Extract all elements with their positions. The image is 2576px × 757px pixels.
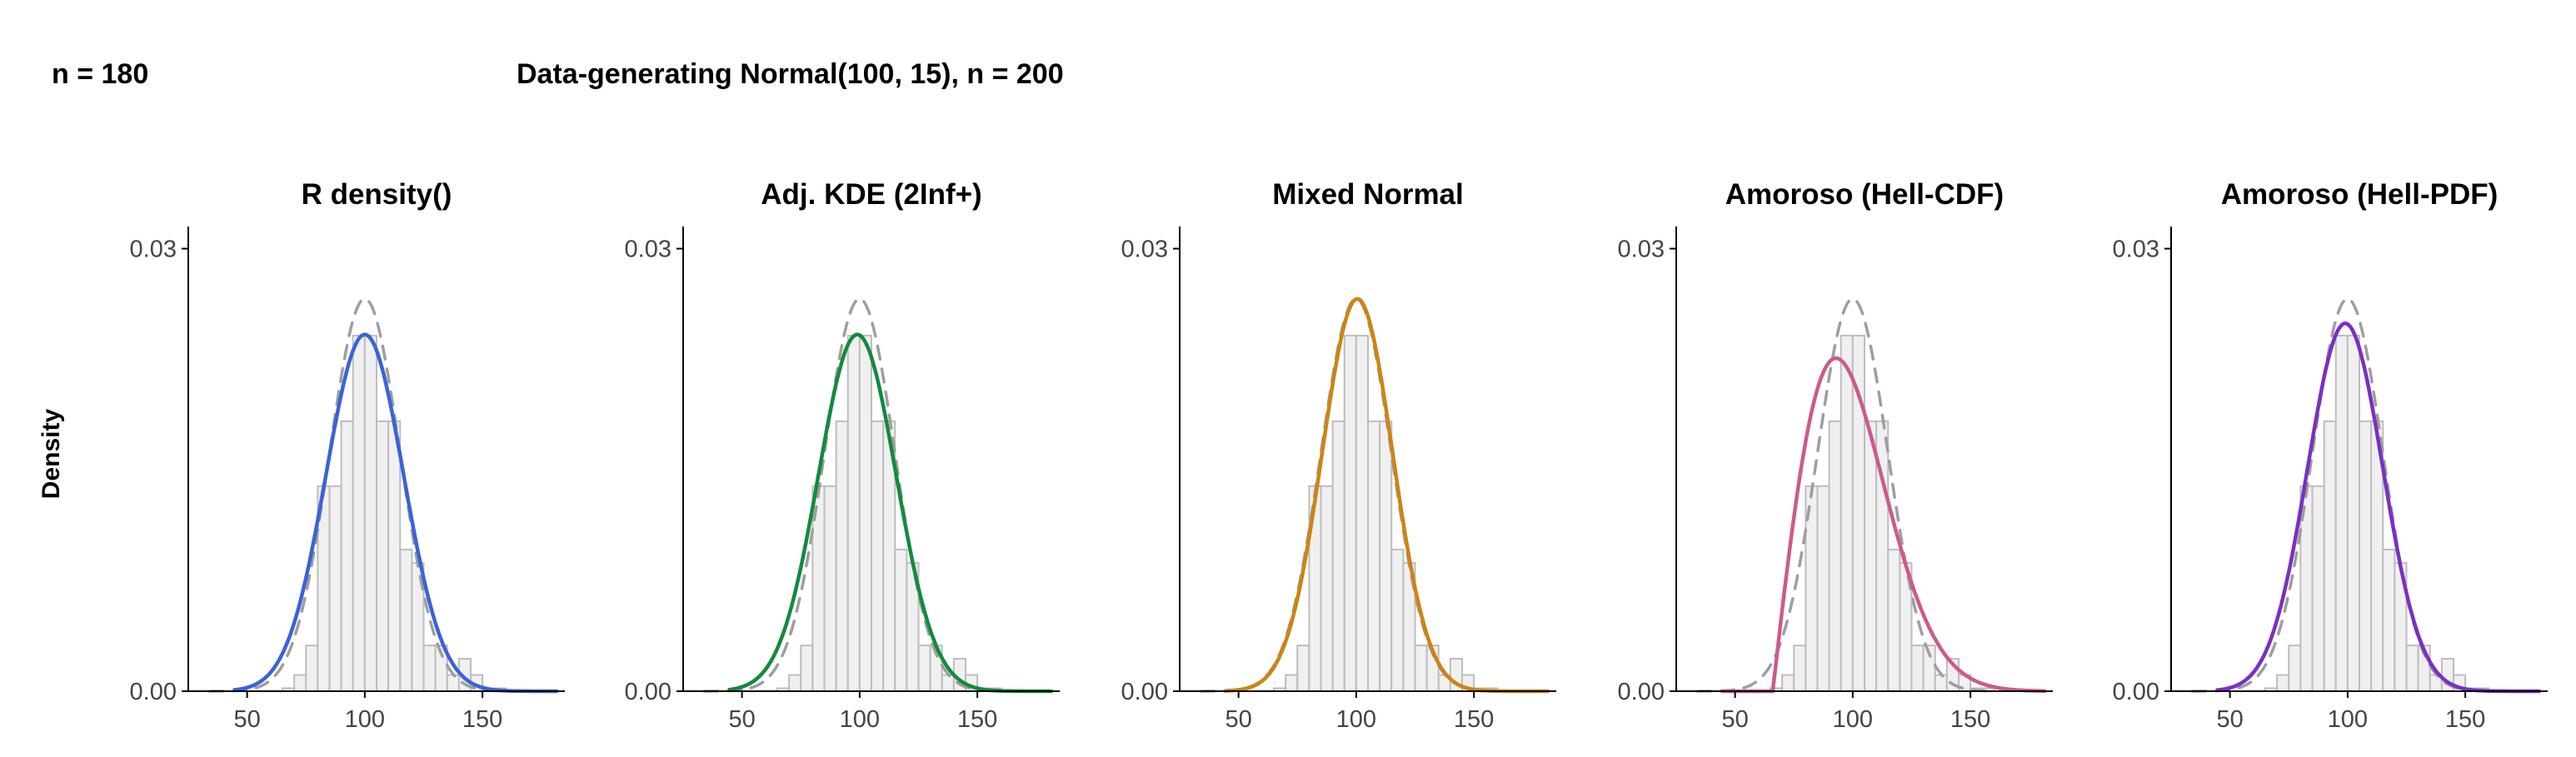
y-tick-label: 0.03	[130, 237, 177, 263]
histogram-bar	[1851, 335, 1865, 692]
histogram-bar	[2276, 674, 2290, 692]
panel-title: Adj. KDE (2Inf+)	[761, 178, 981, 211]
histogram-bar	[1285, 674, 1299, 692]
histogram-bar	[305, 645, 319, 692]
y-tick-label: 0.00	[2113, 679, 2159, 705]
y-tick-label: 0.00	[1618, 679, 1665, 705]
histogram-bar	[1296, 645, 1310, 692]
histogram-bar	[340, 420, 354, 692]
y-tick-label: 0.00	[130, 679, 177, 705]
histogram-bar	[2288, 645, 2302, 692]
density-panel-1: R density() 50 100 150 0.00 0.03	[130, 178, 565, 733]
histogram-bar	[328, 485, 342, 692]
reference-normal-curve	[207, 297, 508, 693]
reference-normal-curve	[2190, 297, 2491, 693]
x-tick-label: 50	[1721, 706, 1748, 733]
histogram-bar	[1828, 420, 1842, 692]
histogram-bar	[1355, 335, 1369, 692]
histogram-bar	[1910, 645, 1925, 692]
histogram-bar	[2311, 485, 2325, 692]
histogram-bar	[352, 335, 366, 692]
histogram-bar	[1320, 485, 1334, 692]
x-tick-label: 150	[1454, 706, 1494, 733]
histogram-bar	[2334, 335, 2349, 692]
histogram-bar	[788, 674, 802, 692]
x-tick-label: 150	[462, 706, 502, 733]
histogram-bar	[387, 420, 402, 692]
histogram-bar	[1379, 420, 1393, 692]
reference-normal-curve	[702, 297, 1003, 693]
x-tick-label: 50	[728, 706, 755, 733]
histogram-bar	[858, 335, 872, 692]
histogram-bar	[1840, 335, 1854, 692]
histogram-bar	[894, 548, 908, 693]
y-tick-label: 0.03	[1121, 237, 1168, 263]
histogram-bar	[2359, 420, 2373, 692]
histogram-bar	[2346, 335, 2360, 692]
histogram-bar	[1781, 674, 1795, 692]
histogram-bar	[399, 548, 413, 693]
x-tick-label: 150	[1950, 706, 1990, 733]
x-tick-label: 50	[2216, 706, 2243, 733]
histogram-bar	[800, 645, 814, 692]
x-tick-label: 100	[345, 706, 385, 733]
histogram-bar	[363, 335, 377, 692]
panel-title: Mixed Normal	[1272, 178, 1464, 211]
panel-title: Amoroso (Hell-CDF)	[1725, 178, 2004, 211]
reference-normal-curve	[1695, 297, 1996, 693]
histogram-bar	[1816, 485, 1830, 692]
histogram-bar	[823, 485, 837, 692]
y-tick-label: 0.03	[625, 237, 671, 263]
histogram-bar	[1367, 420, 1381, 692]
histogram-bar	[293, 674, 307, 692]
histogram-bar	[917, 645, 931, 692]
histogram-bar	[1793, 645, 1807, 692]
density-panel-5: Amoroso (Hell-PDF) 50 100 150 0.00 0.03	[2113, 178, 2548, 733]
figure-title: Data-generating Normal(100, 15), n = 200	[517, 58, 1064, 90]
histogram-bar	[1331, 420, 1345, 692]
histogram-bar	[1864, 420, 1878, 692]
histogram-bar	[941, 674, 955, 692]
x-tick-label: 50	[233, 706, 260, 733]
histogram-bar	[1887, 548, 1901, 693]
panel-title: R density()	[302, 178, 452, 211]
histogram-bar	[2405, 645, 2419, 692]
panel-title: Amoroso (Hell-PDF)	[2221, 178, 2499, 211]
y-tick-label: 0.03	[2113, 237, 2159, 263]
histogram-bar	[446, 674, 460, 692]
histogram-bar	[1390, 548, 1405, 693]
sample-size-label: n = 180	[52, 58, 149, 90]
x-tick-label: 100	[1336, 706, 1376, 733]
histogram-bar	[2323, 420, 2337, 692]
x-tick-label: 150	[957, 706, 997, 733]
histogram-bar	[871, 420, 885, 692]
histogram-bar	[2382, 548, 2396, 693]
x-tick-label: 100	[1833, 706, 1873, 733]
fitted-density-curve	[1720, 356, 2047, 694]
histogram-bar	[1343, 335, 1357, 692]
x-tick-label: 50	[1225, 706, 1251, 733]
y-tick-label: 0.03	[1618, 237, 1665, 263]
x-tick-label: 150	[2445, 706, 2485, 733]
histogram-bar	[1934, 674, 1948, 692]
x-tick-label: 100	[2328, 706, 2368, 733]
histogram-bar	[1414, 645, 1428, 692]
histogram-bar	[835, 420, 849, 692]
density-panel-4: Amoroso (Hell-CDF) 50 100 150 0.00 0.03	[1618, 178, 2053, 733]
y-tick-label: 0.00	[625, 679, 671, 705]
x-tick-label: 100	[840, 706, 880, 733]
histogram-bar	[846, 335, 861, 692]
y-tick-label: 0.00	[1121, 679, 1168, 705]
density-panel-2: Adj. KDE (2Inf+) 50 100 150 0.00 0.03	[625, 178, 1060, 733]
density-panel-3: Mixed Normal 50 100 150 0.00 0.03	[1121, 178, 1556, 733]
histogram-bar	[422, 645, 437, 692]
histogram-bar	[376, 420, 390, 692]
